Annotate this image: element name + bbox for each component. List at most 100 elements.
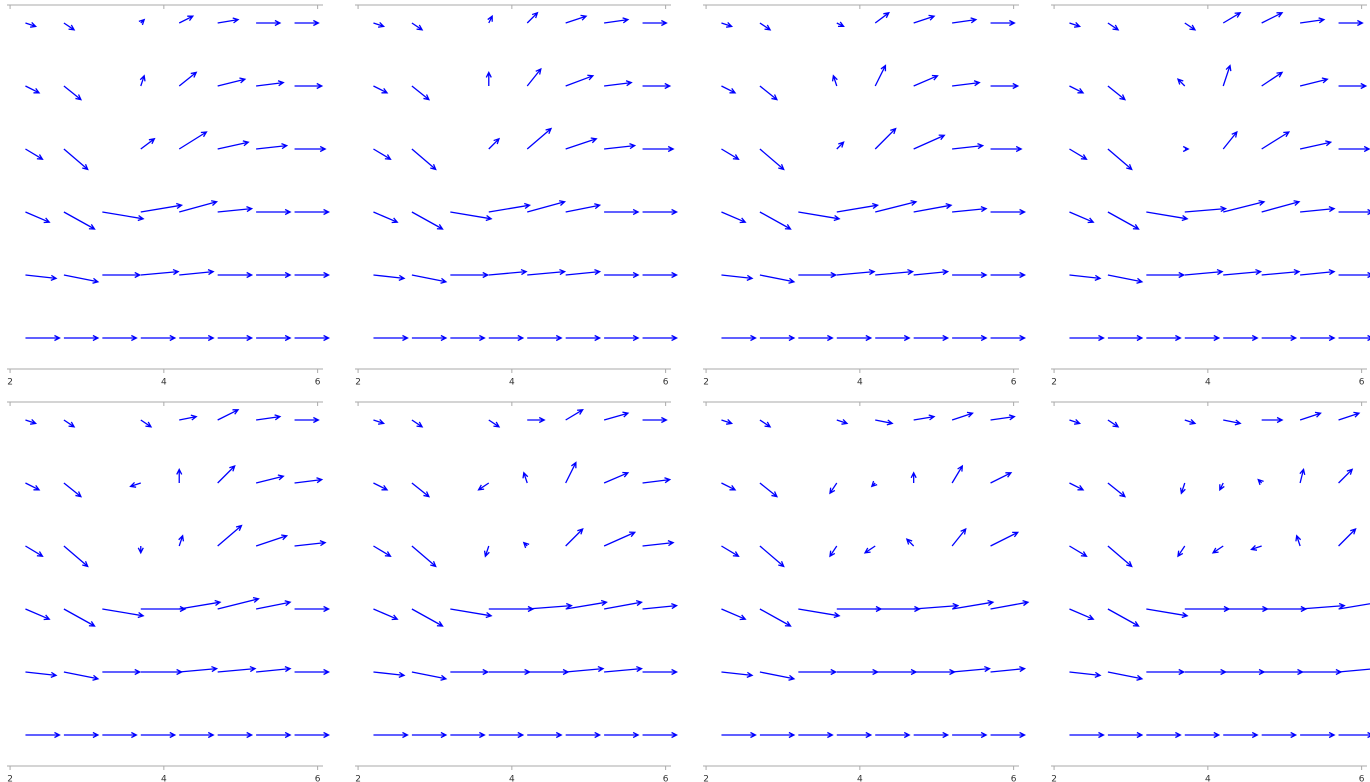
vector-arrow xyxy=(179,334,215,342)
vector-arrow xyxy=(25,211,51,224)
vector-arrow xyxy=(1223,731,1259,739)
vector-arrow xyxy=(829,482,838,495)
vector-arrow xyxy=(990,531,1020,547)
vector-arrow xyxy=(798,668,838,676)
vector-arrow xyxy=(63,274,100,284)
x-tick-label: 2 xyxy=(1051,378,1057,388)
x-tick-label: 2 xyxy=(355,775,361,782)
vector-arrow xyxy=(759,85,779,101)
vector-arrow xyxy=(1261,416,1284,424)
x-tick-label: 2 xyxy=(703,775,709,782)
vector-arrow xyxy=(565,599,608,610)
vector-arrow xyxy=(565,269,602,276)
vector-arrow xyxy=(527,668,570,676)
vector-arrow xyxy=(25,731,61,739)
vector-arrow xyxy=(527,334,563,342)
vector-arrow xyxy=(952,271,988,279)
vector-arrow xyxy=(1300,602,1346,610)
vector-arrow xyxy=(1069,148,1088,160)
vector-arrow xyxy=(527,602,573,610)
vector-arrow xyxy=(721,334,757,342)
vector-arrow xyxy=(1299,140,1333,150)
vector-arrow xyxy=(604,80,633,87)
vector-arrow xyxy=(836,668,880,676)
vector-arrow xyxy=(642,540,675,547)
vector-arrow xyxy=(1261,12,1284,24)
vector-arrow xyxy=(913,14,936,24)
x-tick-label: 2 xyxy=(355,378,361,388)
vector-arrow xyxy=(488,419,501,428)
vector-arrow xyxy=(913,203,953,213)
x-tick-label: 2 xyxy=(703,378,709,388)
x-tick-label: 2 xyxy=(7,775,13,782)
vector-arrow xyxy=(527,731,563,739)
vector-arrow xyxy=(256,80,285,87)
vector-arrow xyxy=(63,419,76,428)
vector-arrow xyxy=(836,21,845,28)
vector-arrow xyxy=(25,334,61,342)
vector-arrow xyxy=(798,334,834,342)
vector-arrow xyxy=(831,74,838,87)
vector-arrow xyxy=(759,545,785,568)
vector-arrow xyxy=(487,14,493,24)
vector-arrow xyxy=(217,271,254,279)
x-tick-label: 6 xyxy=(1011,378,1017,388)
vector-arrow xyxy=(527,416,546,424)
vector-arrow xyxy=(721,418,734,425)
vector-arrow xyxy=(1338,468,1354,484)
vector-arrow xyxy=(642,334,679,342)
vector-arrow xyxy=(565,74,595,87)
vector-arrow xyxy=(411,334,448,342)
vector-arrow xyxy=(63,211,96,230)
vector-arrow xyxy=(863,545,876,554)
vector-arrow xyxy=(179,599,222,610)
vector-arrow xyxy=(1211,545,1224,554)
vector-arrow xyxy=(836,268,876,276)
vector-arrow xyxy=(1261,268,1301,276)
vector-arrow xyxy=(990,414,1016,421)
vector-arrow xyxy=(913,414,936,421)
vector-arrow xyxy=(798,608,841,619)
vector-arrow xyxy=(913,602,960,610)
vector-arrow xyxy=(411,85,431,101)
vector-arrow xyxy=(294,208,331,216)
vector-arrow xyxy=(255,534,289,547)
vector-arrow xyxy=(256,334,292,342)
vector-arrow xyxy=(1146,731,1182,739)
vector-arrow xyxy=(373,731,409,739)
vector-arrow xyxy=(1184,418,1197,425)
vector-arrow xyxy=(603,531,637,547)
vector-arrow xyxy=(759,482,779,498)
vector-arrow xyxy=(565,409,584,421)
panel: 2 4 6 xyxy=(355,401,679,782)
vector-arrow xyxy=(411,608,444,627)
vector-arrow xyxy=(217,464,236,484)
vector-arrow xyxy=(759,334,796,342)
x-tick-label: 4 xyxy=(509,775,515,782)
vector-arrow xyxy=(836,605,883,613)
vector-arrow xyxy=(1338,82,1368,90)
vector-arrow xyxy=(952,665,991,673)
vector-arrow xyxy=(140,419,153,428)
vector-arrow xyxy=(1300,334,1336,342)
vector-arrow xyxy=(798,271,838,279)
vector-arrow xyxy=(990,145,1023,153)
x-tick-label: 6 xyxy=(315,775,321,782)
vector-arrow xyxy=(102,271,142,279)
vector-arrow xyxy=(875,731,911,739)
vector-arrow xyxy=(1184,268,1224,276)
vector-arrow xyxy=(179,414,198,421)
panel: 2 4 6 xyxy=(703,401,1030,782)
vector-arrow xyxy=(721,148,740,160)
vector-arrow xyxy=(450,271,490,279)
vector-arrow xyxy=(1069,545,1088,557)
vector-arrow xyxy=(721,85,737,94)
vector-arrow xyxy=(642,668,679,676)
vector-arrow xyxy=(25,21,38,28)
vector-arrow xyxy=(721,545,740,557)
vector-arrow xyxy=(488,668,532,676)
vector-arrow xyxy=(140,202,184,213)
vector-arrow xyxy=(604,731,640,739)
vector-arrow xyxy=(874,64,887,87)
